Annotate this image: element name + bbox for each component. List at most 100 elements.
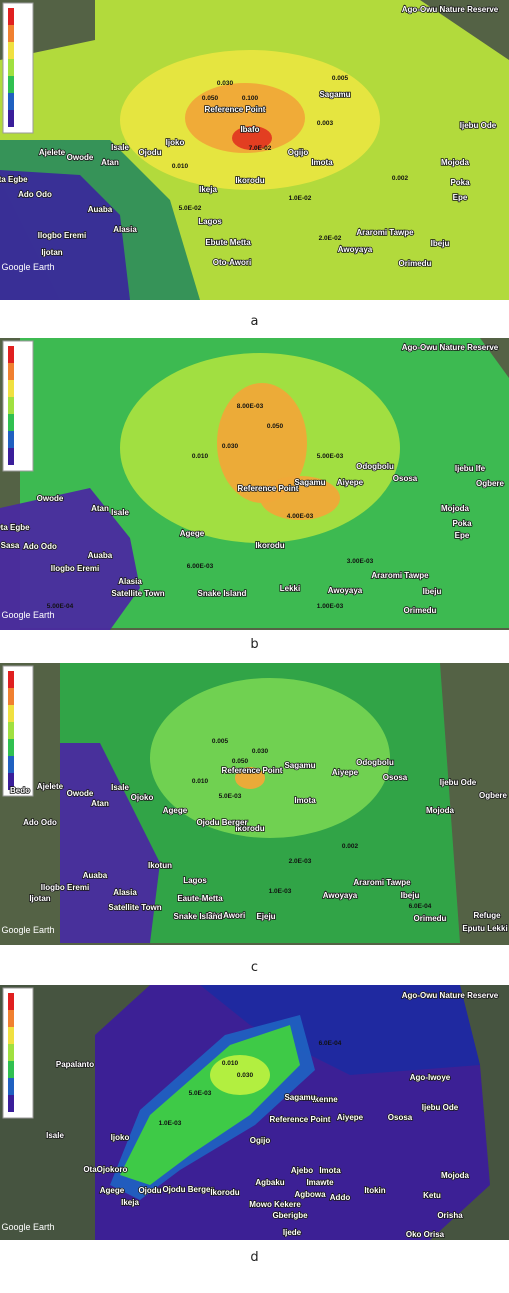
- plume-area: [0, 488, 140, 630]
- legend-swatch: [8, 397, 14, 414]
- contour-label: 5.0E-02: [179, 205, 202, 212]
- place-label: Alasia: [113, 888, 137, 897]
- contour-label: 8.00E-03: [237, 403, 264, 410]
- contour-label: 2.0E-02: [319, 235, 342, 242]
- place-label: Ogijo: [288, 148, 309, 157]
- place-label: Atan: [91, 799, 109, 808]
- place-label: Papalanto: [56, 1060, 94, 1069]
- place-label: Orimedu: [414, 914, 447, 923]
- place-label: Ado Odo: [18, 190, 52, 199]
- place-label: Owode: [37, 494, 64, 503]
- place-label: Ojokoro: [97, 1165, 128, 1174]
- contour-label: 0.030: [217, 80, 234, 87]
- place-label: Auaba: [83, 871, 108, 880]
- place-label: Poka: [452, 519, 472, 528]
- place-label: Ojodu: [138, 1186, 161, 1195]
- place-label: Awoyaya: [323, 891, 358, 900]
- place-label: Ojodu Berger: [196, 818, 247, 827]
- place-label: Odogbolu: [356, 462, 394, 471]
- place-label: Orimedu: [404, 606, 437, 615]
- contour-label: 0.030: [252, 748, 269, 755]
- place-label: Oto-Awori: [213, 258, 252, 267]
- place-label: Mojoda: [426, 806, 455, 815]
- contour-label: 5.0E-03: [219, 793, 242, 800]
- place-label: Lagos: [183, 876, 207, 885]
- place-label: Ojodu Berger: [162, 1185, 213, 1194]
- place-label: Ota: [83, 1165, 97, 1174]
- contour-label: 6.0E-04: [409, 903, 432, 910]
- place-label: Ojoko: [131, 793, 154, 802]
- attribution: Google Earth: [1, 1222, 54, 1232]
- place-label: Ijotan: [29, 894, 50, 903]
- place-label: Odogbolu: [356, 758, 394, 767]
- contour-label: 0.030: [222, 443, 239, 450]
- legend-swatch: [8, 42, 14, 59]
- place-label: Awoyaya: [328, 586, 363, 595]
- plume-area: [0, 170, 130, 300]
- contour-label: 3.00E-03: [347, 558, 374, 565]
- place-label: Ilogbo Eremi: [51, 564, 99, 573]
- place-label: Mojoda: [441, 504, 470, 513]
- plume-area: [185, 83, 305, 153]
- place-label: Araromi Tawpe: [356, 228, 414, 237]
- place-label: Ijebu Ife: [455, 464, 486, 473]
- contour-label: 7.0E-02: [249, 145, 272, 152]
- contour-label: 2.0E-03: [289, 858, 312, 865]
- legend-swatch: [8, 671, 14, 688]
- place-label: Ojodu: [138, 148, 161, 157]
- legend-swatch: [8, 59, 14, 76]
- place-label: Bedo: [10, 786, 30, 795]
- contour-label: 0.005: [332, 75, 349, 82]
- place-label: Epe: [455, 531, 470, 540]
- place-label: Mojoda: [441, 158, 470, 167]
- place-label: Owode: [67, 153, 94, 162]
- plume-area: [60, 743, 160, 943]
- place-label: Ososa: [388, 1113, 413, 1122]
- place-label: Alasia: [113, 225, 137, 234]
- place-label: Itokin: [364, 1186, 385, 1195]
- panel-caption: c: [250, 960, 259, 975]
- place-label: Ota Egbe: [0, 523, 30, 532]
- map-panel: Ago-Owu Nature Reserve Ijebu Ode Reference…: [0, 0, 509, 300]
- place-label: Ikorodu: [235, 824, 264, 833]
- place-label: Sagamu: [319, 90, 350, 99]
- place-label: Reference Point: [222, 766, 283, 775]
- place-label: Araromi Tawpe: [353, 878, 411, 887]
- place-label: Auaba: [88, 205, 113, 214]
- place-label: Reference Point: [270, 1115, 331, 1124]
- contour-label: 4.00E-03: [287, 513, 314, 520]
- contour-label: 0.005: [212, 738, 229, 745]
- legend-swatch: [8, 431, 14, 448]
- place-label: Ijede: [283, 1228, 302, 1237]
- legend-swatch: [8, 1095, 14, 1112]
- place-label: Ibeju: [431, 239, 450, 248]
- panel-caption: d: [250, 1250, 259, 1265]
- place-label: Lekki: [280, 584, 300, 593]
- legend-swatch: [8, 1044, 14, 1061]
- place-label: Imota: [294, 796, 316, 805]
- legend-swatch: [8, 756, 14, 773]
- place-label: Ajelete: [39, 148, 66, 157]
- place-label: Imota: [311, 158, 333, 167]
- place-label: Ado Odo: [23, 818, 57, 827]
- plume-area: [232, 126, 272, 150]
- legend-box: [2, 340, 34, 472]
- place-label: Ikorodu: [235, 176, 264, 185]
- contour-label: 0.003: [317, 120, 334, 127]
- place-label: Sagamu: [284, 1093, 315, 1102]
- place-label: Gberigbe: [272, 1211, 308, 1220]
- contour-label: 0.010: [222, 1060, 239, 1067]
- place-label: Ososa: [383, 773, 408, 782]
- plume-area: [235, 767, 265, 789]
- place-label: Eaute-Metta: [177, 894, 223, 903]
- place-label: Agege: [100, 1186, 125, 1195]
- place-label: Lagos: [198, 217, 222, 226]
- legend-swatch: [8, 993, 14, 1010]
- place-label: Agbaku: [255, 1178, 284, 1187]
- contour-label: 5.00E-03: [317, 453, 344, 460]
- place-label: Ijoko: [111, 1133, 130, 1142]
- place-label: Ago-Owu Nature Reserve: [402, 343, 499, 352]
- legend-box: [2, 665, 34, 797]
- legend-swatch: [8, 76, 14, 93]
- place-label: Refuge: [473, 911, 501, 920]
